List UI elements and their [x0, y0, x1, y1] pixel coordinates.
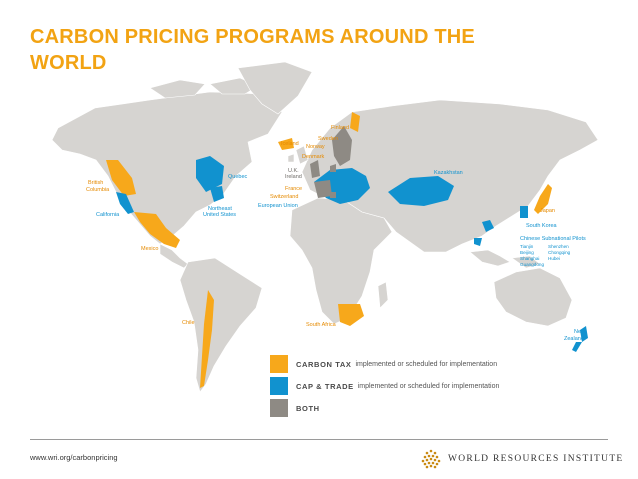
- label-pilot-hubei: Hubei: [548, 256, 560, 261]
- map-labels: British Columbia Mexico Chile Iceland Fi…: [86, 125, 555, 328]
- quebec-region: [196, 156, 224, 192]
- finland-region: [350, 112, 360, 132]
- legend-item-carbon-tax: CARBON TAX implemented or scheduled for …: [270, 354, 499, 374]
- land-base: [51, 61, 599, 393]
- legend: CARBON TAX implemented or scheduled for …: [270, 354, 499, 420]
- legend-swatch-carbon-tax: [270, 355, 288, 373]
- wri-org-name: WORLD RESOURCES INSTITUTE: [448, 454, 624, 464]
- label-chile: Chile: [182, 320, 195, 326]
- label-northeast-us-1: Northeast: [208, 206, 232, 212]
- label-pilot-tianjin: Tianjin: [520, 244, 534, 249]
- south-korea-region: [520, 206, 528, 218]
- label-northeast-us-2: United States: [203, 212, 236, 218]
- central-america: [159, 243, 189, 269]
- label-denmark: Denmark: [302, 154, 325, 160]
- northeast-us-region: [210, 186, 224, 202]
- legend-desc-carbon-tax: implemented or scheduled for implementat…: [355, 360, 498, 368]
- label-south-korea: South Korea: [526, 223, 558, 229]
- legend-desc-cap-trade: implemented or scheduled for implementat…: [357, 382, 500, 390]
- both-regions: [310, 126, 352, 198]
- map-labels-blue: California Quebec Northeast United State…: [96, 170, 586, 342]
- france-region: [314, 180, 332, 198]
- legend-swatch-both: [270, 399, 288, 417]
- label-european-union: European Union: [258, 203, 298, 209]
- page-title: CARBON PRICING PROGRAMS AROUND THE WORLD: [30, 26, 475, 74]
- madagascar: [377, 281, 389, 309]
- legend-item-cap-trade: CAP & TRADE implemented or scheduled for…: [270, 376, 499, 396]
- label-chinese-pilots-title: Chinese Subnational Pilots: [520, 236, 586, 242]
- label-sweden: Sweden: [318, 136, 338, 142]
- california-region: [116, 192, 134, 214]
- legend-heading-cap-trade: CAP & TRADE: [296, 381, 354, 391]
- sweden-norway-region: [332, 126, 352, 166]
- label-uk-ireland-1: U.K.: [288, 168, 299, 174]
- map-labels-gray: U.K. Ireland: [285, 168, 302, 180]
- label-new-zealand-1: New: [574, 329, 585, 335]
- mexico-region: [134, 212, 180, 248]
- label-pilot-chongqing: Chongqing: [548, 250, 571, 255]
- kazakhstan-region: [388, 176, 454, 206]
- label-quebec: Quebec: [228, 174, 248, 180]
- label-france: France: [285, 186, 302, 192]
- label-california: California: [96, 212, 120, 218]
- legend-item-both: BOTH: [270, 398, 499, 418]
- label-pilot-beijing: Beijing: [520, 250, 534, 255]
- label-south-africa: South Africa: [306, 322, 337, 328]
- greenland: [237, 61, 313, 115]
- label-pilot-shenzhen: Shenzhen: [548, 244, 569, 249]
- british-columbia-region: [106, 160, 136, 196]
- footer-divider: [30, 439, 608, 440]
- label-new-zealand-2: Zealand: [564, 336, 584, 342]
- iceland-region: [278, 138, 294, 150]
- carbon-tax-regions: [106, 112, 552, 388]
- label-norway: Norway: [306, 144, 325, 150]
- label-pilot-shanghai: Shanghai: [520, 256, 539, 261]
- china-pilots-region: [474, 220, 494, 246]
- legend-heading-both: BOTH: [296, 403, 320, 413]
- label-uk-ireland-2: Ireland: [285, 174, 302, 180]
- label-mexico: Mexico: [141, 246, 158, 252]
- north-america-land: [51, 91, 283, 245]
- wri-emblem-icon: [421, 449, 441, 469]
- footer-url-link[interactable]: www.wri.org/carbonpricing: [30, 453, 118, 462]
- legend-heading-carbon-tax: CARBON TAX: [296, 359, 352, 369]
- chile-region: [200, 290, 214, 388]
- label-pilot-guangdong: Guangdong: [520, 262, 544, 267]
- uk-ireland-land: [287, 145, 309, 165]
- label-british-columbia-2: Columbia: [86, 187, 110, 193]
- south-africa-region: [338, 304, 364, 326]
- label-finland: Finland: [331, 125, 349, 131]
- cap-trade-regions: [116, 156, 588, 352]
- uk-ireland-region: [310, 160, 320, 178]
- label-switzerland: Switzerland: [270, 194, 298, 200]
- south-america: [179, 257, 263, 393]
- label-kazakhstan: Kazakhstan: [434, 170, 463, 176]
- legend-swatch-cap-trade: [270, 377, 288, 395]
- new-zealand-region: [572, 326, 588, 352]
- wri-logo: WORLD RESOURCES INSTITUTE: [420, 448, 624, 470]
- southeast-asia-islands: [469, 249, 541, 269]
- label-british-columbia-1: British: [88, 180, 103, 186]
- world-map: British Columbia Mexico Chile Iceland Fi…: [51, 61, 599, 393]
- denmark-region: [330, 164, 336, 172]
- label-iceland: Iceland: [281, 141, 299, 147]
- australia-land: [493, 267, 573, 327]
- switzerland-region: [330, 192, 336, 198]
- japan-region: [534, 184, 552, 214]
- label-japan: Japan: [540, 208, 555, 214]
